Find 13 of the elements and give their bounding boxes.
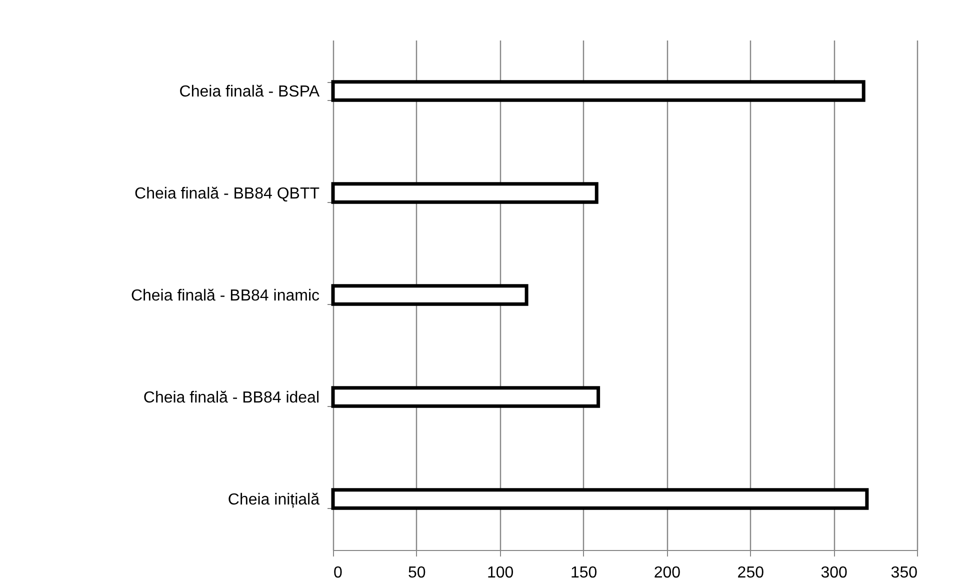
x-tick-label: 50: [408, 564, 426, 582]
y-tick-label: Cheia inițială: [228, 492, 320, 508]
y-tick-label: Cheia finală - BB84 ideal: [143, 390, 320, 406]
x-tick-label: 200: [654, 564, 681, 582]
y-tick-label: Cheia finală - BB84 QBTT: [134, 186, 320, 202]
x-tick-label: 0: [334, 564, 342, 582]
y-tick-label: Cheia finală - BB84 inamic: [130, 288, 320, 304]
x-tick-label: 350: [890, 564, 918, 582]
x-tick-label: 100: [487, 564, 514, 582]
x-tick-label: 150: [570, 564, 598, 582]
x-tick-label: 250: [737, 564, 764, 582]
x-tick-label: 300: [820, 564, 848, 582]
y-tick-label: Cheia finală - BSPA: [179, 84, 320, 100]
